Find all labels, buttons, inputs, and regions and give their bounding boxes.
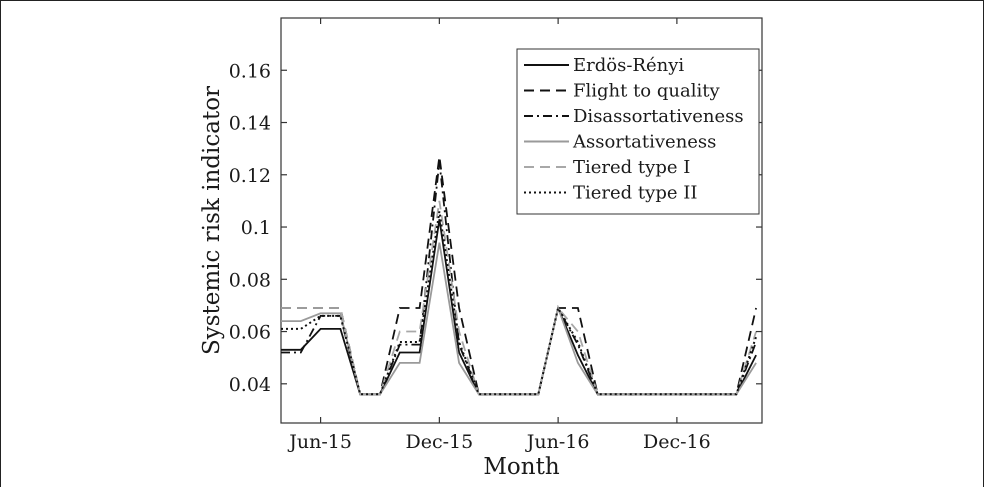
series-line-4	[281, 200, 757, 396]
legend: Erdös-Rényi Flight to quality Disassortati…	[516, 48, 760, 215]
y-tick-label: 0.16	[229, 60, 271, 82]
y-tick-label: 0.06	[229, 322, 271, 344]
y-tick-label: 0.04	[229, 374, 271, 396]
y-tick-label: 0.12	[229, 165, 271, 187]
x-axis: Jun-15 Dec-15 Jun-16 Dec-16	[287, 18, 711, 453]
legend-box	[516, 48, 760, 215]
x-tick-label: Jun-16	[525, 431, 590, 453]
x-axis-label: Month	[483, 454, 559, 480]
x-tick-label: Dec-15	[405, 431, 473, 453]
x-tick-label: Dec-16	[643, 431, 711, 453]
y-tick-label: 0.1	[241, 217, 271, 239]
y-axis-label: Systemic risk indicator	[199, 86, 225, 355]
series-lines	[281, 156, 758, 396]
y-tick-label: 0.08	[229, 269, 271, 291]
legend-label: Flight to quality	[573, 81, 720, 102]
legend-label: Tiered type I	[573, 157, 690, 178]
y-tick-label: 0.14	[229, 113, 271, 135]
y-axis: 0.04 0.06 0.08 0.1 0.12 0.14 0.16	[229, 60, 762, 396]
legend-label: Disassortativeness	[573, 106, 744, 127]
legend-label: Tiered type II	[573, 183, 697, 204]
legend-label: Erdös-Rényi	[573, 55, 684, 76]
legend-label: Assortativeness	[572, 132, 716, 153]
x-tick-label: Jun-15	[287, 431, 352, 453]
